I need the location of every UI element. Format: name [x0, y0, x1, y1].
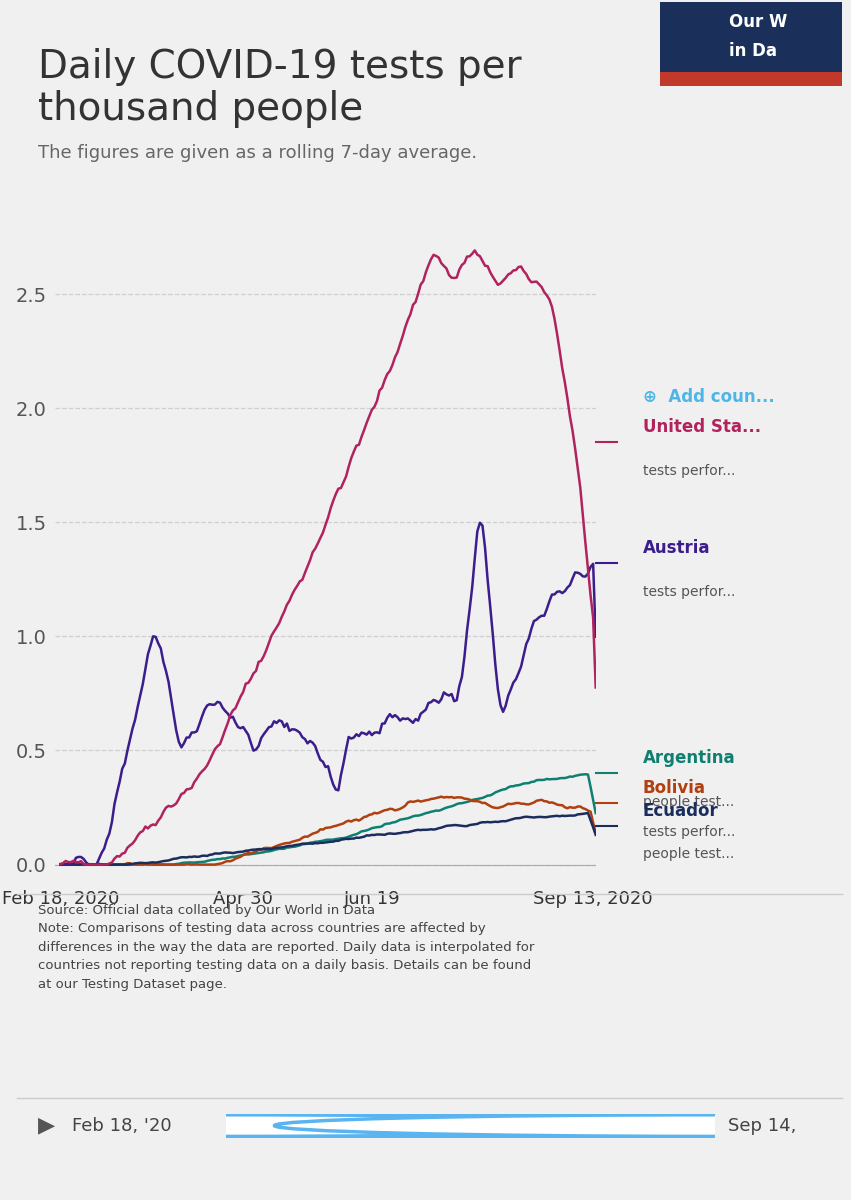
Text: ⊕  Add coun...: ⊕ Add coun... [643, 388, 774, 406]
Text: The figures are given as a rolling 7-day average.: The figures are given as a rolling 7-day… [38, 144, 477, 162]
Text: Ecuador: Ecuador [643, 802, 718, 820]
Text: ▶: ▶ [38, 1116, 55, 1135]
Text: people test...: people test... [643, 794, 734, 809]
Text: Feb 18, '20: Feb 18, '20 [72, 1116, 172, 1135]
Text: tests perfor...: tests perfor... [643, 584, 735, 599]
Text: tests perfor...: tests perfor... [643, 464, 735, 478]
Text: United Sta...: United Sta... [643, 419, 761, 437]
Text: tests perfor...: tests perfor... [643, 824, 735, 839]
Circle shape [0, 1115, 665, 1136]
Text: Bolivia: Bolivia [643, 779, 705, 797]
Text: in Da: in Da [729, 42, 777, 60]
Text: Austria: Austria [643, 539, 710, 557]
Text: Sep 14,: Sep 14, [728, 1116, 796, 1135]
Text: Source: Official data collated by Our World in Data
Note: Comparisons of testing: Source: Official data collated by Our Wo… [38, 904, 534, 991]
Text: Argentina: Argentina [643, 749, 735, 767]
Text: Daily COVID-19 tests per
thousand people: Daily COVID-19 tests per thousand people [38, 48, 522, 128]
Text: Our W: Our W [729, 13, 787, 31]
Circle shape [274, 1115, 851, 1136]
Text: people test...: people test... [643, 847, 734, 862]
